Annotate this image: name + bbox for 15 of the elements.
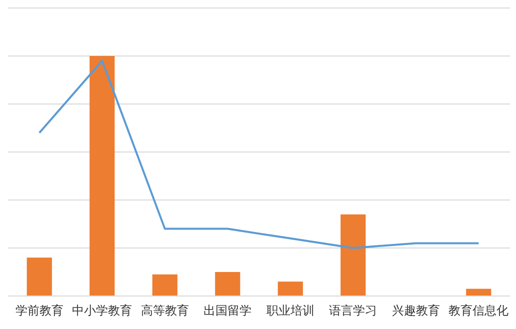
bar [152,274,178,296]
bar [340,214,366,296]
x-tick-label: 职业培训 [266,304,314,318]
bar [26,258,52,296]
x-tick-label: 出国留学 [204,304,252,318]
x-tick-label: 教育信息化 [448,304,509,318]
bar [215,272,240,296]
bar [466,288,492,296]
x-tick-label: 学前教育 [15,304,64,318]
x-tick-label: 中小学教育 [72,304,132,318]
x-tick-label: 高等教育 [140,304,189,318]
x-tick-label: 语言学习 [329,304,378,318]
bar [90,56,115,296]
x-tick-label: 兴趣教育 [392,304,440,318]
bar [278,282,303,296]
